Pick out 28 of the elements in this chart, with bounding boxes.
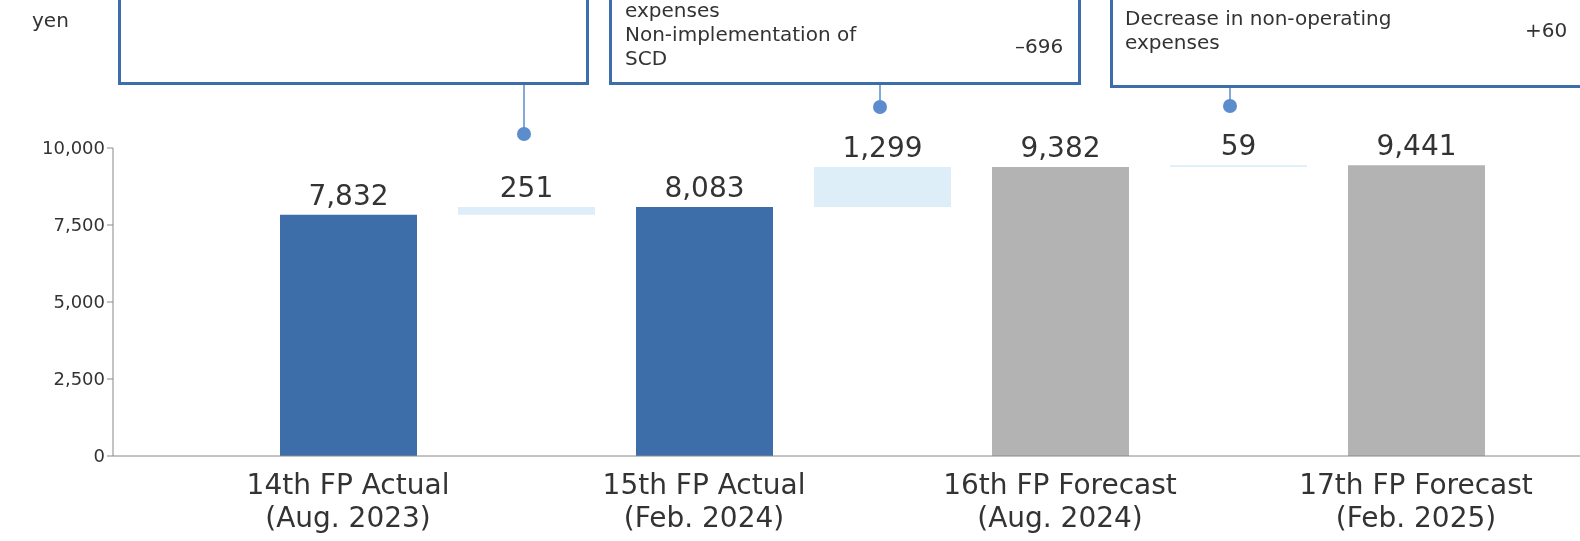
data-label: 251 bbox=[499, 171, 554, 205]
y-tick-label: 7,500 bbox=[53, 214, 105, 236]
bar bbox=[1348, 165, 1485, 456]
x-tick-label: 16th FP Forecast (Aug. 2024) bbox=[943, 468, 1177, 534]
data-label: 9,441 bbox=[1376, 129, 1457, 163]
text: yen bbox=[32, 8, 69, 32]
text: expenses bbox=[625, 0, 720, 22]
x-tick-label: 14th FP Actual (Aug. 2023) bbox=[246, 468, 450, 534]
text: –696 bbox=[1015, 34, 1064, 58]
text: Decrease in non-operating expenses bbox=[1125, 6, 1393, 54]
bar bbox=[636, 207, 773, 456]
bar bbox=[992, 167, 1129, 456]
y-tick-label: 10,000 bbox=[42, 137, 105, 159]
data-label: 59 bbox=[1220, 129, 1257, 163]
data-label: 9,382 bbox=[1020, 131, 1101, 165]
bar bbox=[280, 214, 417, 456]
x-tick-label: 15th FP Actual (Feb. 2024) bbox=[602, 468, 806, 534]
y-tick-label: 5,000 bbox=[53, 291, 105, 313]
text: Non-implementation of SCD bbox=[625, 22, 858, 70]
bar bbox=[814, 167, 951, 208]
data-label: 8,083 bbox=[664, 171, 745, 205]
text: +60 bbox=[1525, 18, 1568, 42]
y-tick-label: 0 bbox=[93, 445, 105, 467]
x-tick-label: 17th FP Forecast (Feb. 2025) bbox=[1299, 468, 1533, 534]
data-label: 1,299 bbox=[842, 131, 923, 165]
data-label: 7,832 bbox=[308, 178, 389, 212]
bar bbox=[458, 207, 595, 215]
y-tick-label: 2,500 bbox=[53, 368, 105, 390]
